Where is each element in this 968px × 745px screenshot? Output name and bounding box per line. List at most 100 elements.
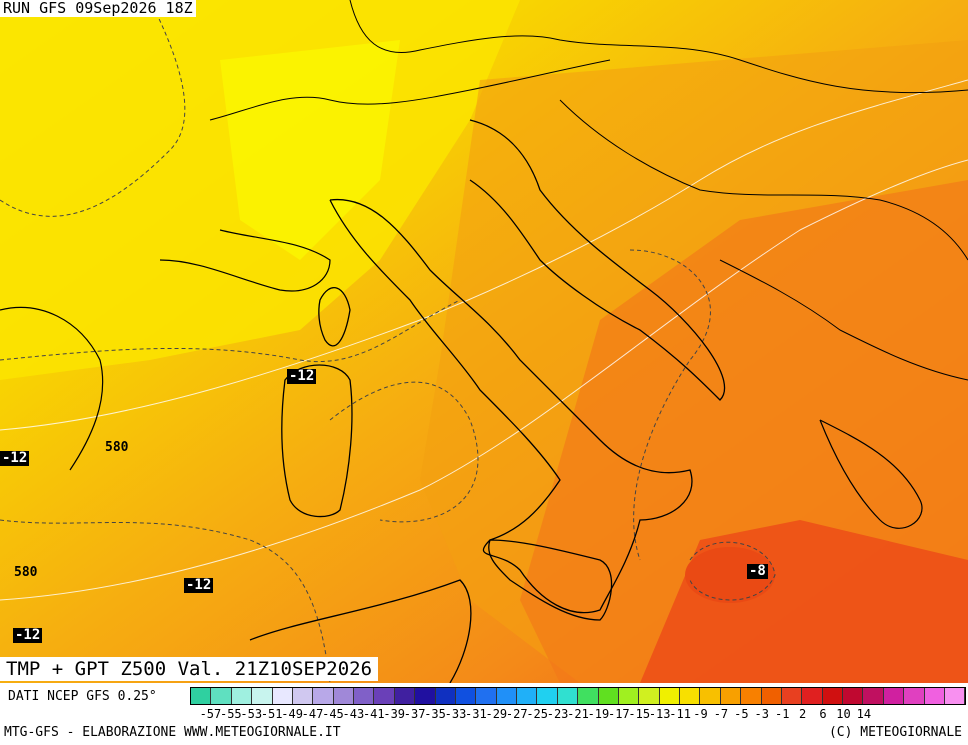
coastline-sardinia bbox=[281, 364, 353, 518]
isotherm-dashed bbox=[0, 299, 461, 362]
isotherm-dashed bbox=[689, 541, 776, 601]
geopotential-contour bbox=[0, 79, 968, 431]
border-balkans-south bbox=[719, 259, 968, 381]
legend-tick-label: -43 bbox=[342, 707, 365, 721]
legend-swatch bbox=[374, 688, 395, 704]
border-alps bbox=[209, 59, 611, 121]
legend-tick-label: -53 bbox=[240, 707, 263, 721]
geopotential-contour bbox=[0, 159, 968, 601]
legend-tick-label: -15 bbox=[628, 707, 651, 721]
coastline-north-africa bbox=[249, 579, 472, 683]
legend-tick-label: -47 bbox=[301, 707, 324, 721]
legend-tick-label: -3 bbox=[754, 707, 770, 721]
legend-tick-label: -23 bbox=[546, 707, 569, 721]
legend-tick-label: -57 bbox=[199, 707, 222, 721]
legend-swatch bbox=[231, 688, 253, 704]
isotherm-dashed bbox=[329, 381, 479, 523]
coastline-greece bbox=[819, 419, 923, 529]
legend-swatch bbox=[435, 688, 456, 704]
border-balkans bbox=[559, 99, 968, 261]
legend-tick-label: -25 bbox=[526, 707, 548, 721]
legend-swatch bbox=[496, 688, 517, 704]
legend-swatch bbox=[272, 688, 293, 704]
legend-swatch bbox=[781, 688, 803, 704]
legend-tick-label: 6 bbox=[819, 707, 827, 721]
legend-swatch bbox=[944, 688, 966, 704]
legend-swatch bbox=[191, 688, 212, 704]
legend-tick-label: -5 bbox=[734, 707, 749, 721]
legend-swatch bbox=[455, 688, 477, 704]
temperature-value-label: -12 bbox=[287, 368, 317, 384]
isotherm-dashed bbox=[629, 249, 711, 561]
legend-swatch bbox=[822, 688, 843, 704]
legend-tick-label: -17 bbox=[607, 707, 630, 721]
legend-swatch bbox=[578, 688, 599, 704]
legend-swatch bbox=[700, 688, 721, 704]
legend-swatch bbox=[415, 688, 436, 704]
geopotential-value-label: 580 bbox=[105, 440, 129, 455]
legend-tick-label: 2 bbox=[799, 707, 807, 721]
legend-swatch bbox=[883, 688, 905, 704]
legend-swatch bbox=[863, 688, 884, 704]
legend-tick-label: -1 bbox=[774, 707, 790, 721]
legend-tick-label: -45 bbox=[322, 707, 344, 721]
legend-swatch bbox=[741, 688, 762, 704]
legend-tick-label: -55 bbox=[219, 707, 242, 721]
legend-tick-label: -33 bbox=[444, 707, 467, 721]
temp-zone-red-core bbox=[685, 547, 775, 603]
legend-swatch bbox=[252, 688, 273, 704]
map-title: TMP + GPT Z500 Val. 21Z10SEP2026 bbox=[0, 657, 379, 681]
legend-swatch bbox=[292, 688, 314, 704]
legend-tick-label: -19 bbox=[587, 707, 610, 721]
legend-swatch bbox=[639, 688, 660, 704]
legend-swatch bbox=[517, 688, 538, 704]
temperature-map bbox=[0, 0, 968, 683]
color-legend bbox=[190, 687, 966, 705]
coastline-corsica bbox=[318, 287, 351, 347]
legend-tick-label: -51 bbox=[260, 707, 283, 721]
legend-tick-label: 10 bbox=[836, 707, 851, 721]
isotherm-dashed bbox=[0, 0, 186, 217]
legend-tick-label: -39 bbox=[383, 707, 406, 721]
legend-tick-label: -31 bbox=[465, 707, 487, 721]
footer-credit: MTG-GFS - ELABORAZIONE WWW.METEOGIORNALE… bbox=[4, 725, 341, 740]
legend-swatch bbox=[924, 688, 945, 704]
legend-swatch bbox=[680, 688, 701, 704]
isotherm-dashed bbox=[0, 519, 331, 683]
data-source: DATI NCEP GFS 0.25° bbox=[8, 689, 157, 704]
legend-swatch bbox=[313, 688, 334, 704]
legend-swatch bbox=[659, 688, 680, 704]
coastline-spain bbox=[0, 306, 104, 471]
coastline-sicily bbox=[488, 539, 613, 621]
coastline-adriatic bbox=[469, 119, 726, 401]
legend-swatch bbox=[618, 688, 640, 704]
legend-swatch bbox=[354, 688, 375, 704]
temp-zone-bright bbox=[220, 40, 400, 260]
legend-swatch bbox=[394, 688, 416, 704]
legend-tick-label: 14 bbox=[856, 707, 872, 721]
legend-tick-label: -27 bbox=[505, 707, 528, 721]
geopotential-value-label: 580 bbox=[14, 565, 38, 580]
legend-swatch bbox=[802, 688, 823, 704]
legend-tick-label: -29 bbox=[485, 707, 508, 721]
temperature-value-label: -12 bbox=[184, 577, 214, 593]
coastline-france bbox=[159, 229, 331, 292]
legend-swatch bbox=[557, 688, 579, 704]
legend-swatch bbox=[598, 688, 619, 704]
coastline-italy bbox=[329, 198, 693, 614]
legend-tick-labels: -57 -55 -53 -51 -49 -47 -45 -43 -41 -39 -37 -35 -33-… bbox=[190, 707, 966, 721]
legend-swatch bbox=[211, 688, 232, 704]
temperature-value-label: -12 bbox=[0, 450, 30, 466]
temperature-value-label: -12 bbox=[13, 627, 43, 643]
border-central-europe bbox=[349, 0, 968, 94]
legend-tick-label: -41 bbox=[362, 707, 385, 721]
legend-tick-label: -11 bbox=[669, 707, 691, 721]
run-label: RUN GFS 09Sep2026 18Z bbox=[0, 0, 196, 17]
legend-tick-label: -7 bbox=[713, 707, 729, 721]
legend-swatch bbox=[476, 688, 497, 704]
legend-tick-label: -21 bbox=[567, 707, 589, 721]
footer-copyright: (C) METEOGIORNALE bbox=[828, 725, 962, 740]
legend-swatch bbox=[904, 688, 925, 704]
legend-swatch bbox=[720, 688, 742, 704]
legend-swatch bbox=[333, 688, 354, 704]
